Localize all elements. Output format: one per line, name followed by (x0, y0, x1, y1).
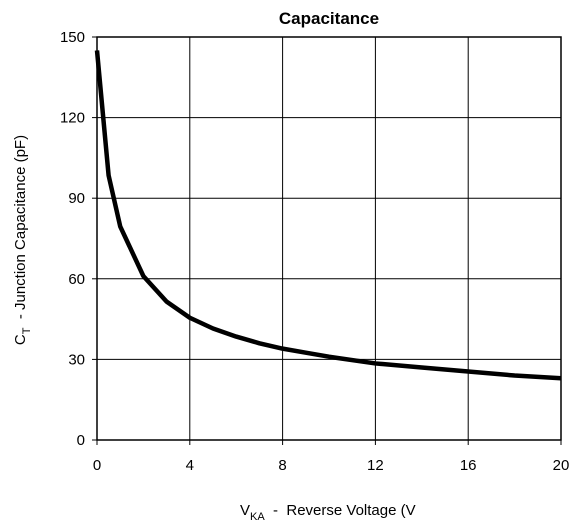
x-label-rest: - Reverse Voltage (V (265, 502, 416, 519)
y-label-rest: - Junction Capacitance (pF) (12, 135, 29, 328)
y-tick-label: 60 (68, 271, 85, 288)
plot-frame (96, 36, 562, 441)
x-axis-label: VKA - Reverse Voltage (V (240, 502, 416, 523)
y-tick-label: 150 (60, 29, 85, 46)
x-tick-label: 12 (367, 457, 384, 474)
x-tick-label: 16 (460, 457, 477, 474)
x-tick-label: 20 (553, 457, 570, 474)
x-label-sub: KA (250, 511, 265, 523)
y-axis-label: CT - Junction Capacitance (pF) (12, 135, 33, 345)
y-tick-label: 90 (68, 190, 85, 207)
y-label-sub: T (21, 327, 33, 334)
x-tick-label: 8 (278, 457, 286, 474)
x-tick-label: 0 (93, 457, 101, 474)
x-tick-label: 4 (186, 457, 194, 474)
y-tick-label: 0 (77, 432, 85, 449)
x-label-main: V (240, 502, 250, 519)
y-tick-label: 120 (60, 110, 85, 127)
y-label-main: C (12, 334, 29, 345)
chart-title: Capacitance (279, 9, 379, 28)
y-tick-label: 30 (68, 351, 85, 368)
curve (94, 50, 562, 381)
